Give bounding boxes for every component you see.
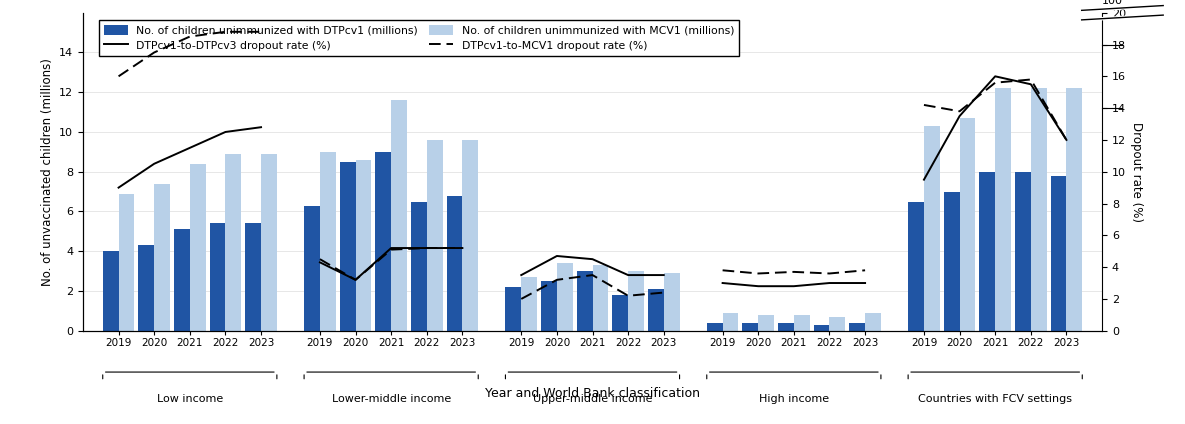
Bar	[391, 100, 406, 331]
Bar	[1066, 88, 1082, 331]
Bar	[506, 287, 521, 331]
Text: Lower-middle income: Lower-middle income	[332, 394, 450, 404]
Bar	[865, 313, 880, 331]
Text: Countries with FCV settings: Countries with FCV settings	[918, 394, 1072, 404]
Text: Upper-middle income: Upper-middle income	[533, 394, 652, 404]
Bar	[174, 229, 190, 331]
Bar	[979, 172, 995, 331]
Bar	[814, 325, 829, 331]
Bar	[960, 118, 975, 331]
Y-axis label: Dropout rate (%): Dropout rate (%)	[1129, 122, 1142, 222]
Bar	[427, 140, 443, 331]
Bar	[139, 245, 154, 331]
Text: Low income: Low income	[156, 394, 223, 404]
Bar	[794, 315, 809, 331]
Bar	[190, 164, 206, 331]
Bar	[320, 152, 335, 331]
Bar	[779, 323, 794, 331]
Bar	[723, 313, 738, 331]
Bar	[557, 263, 572, 331]
Bar	[154, 184, 169, 331]
Bar	[245, 223, 261, 331]
Bar	[103, 251, 119, 331]
Legend: No. of children unimmunized with DTPcv1 (millions), DTPcv1-to-DTPcv3 dropout rat: No. of children unimmunized with DTPcv1 …	[98, 20, 739, 56]
Bar	[356, 160, 371, 331]
Bar	[664, 273, 679, 331]
Bar	[542, 281, 557, 331]
Bar	[447, 195, 462, 331]
X-axis label: Year and World Bank classification: Year and World Bank classification	[485, 387, 700, 399]
Bar	[943, 192, 960, 331]
Bar	[462, 140, 479, 331]
Bar	[592, 265, 608, 331]
Bar	[613, 295, 628, 331]
Bar	[210, 223, 225, 331]
Bar	[648, 289, 664, 331]
Bar	[1016, 172, 1031, 331]
Bar	[758, 315, 774, 331]
Bar	[118, 194, 134, 331]
Bar	[340, 162, 356, 331]
Bar	[521, 277, 537, 331]
Bar	[850, 323, 865, 331]
Y-axis label: No. of unvaccinated children (millions): No. of unvaccinated children (millions)	[40, 58, 53, 286]
Bar	[411, 201, 427, 331]
Bar	[577, 271, 592, 331]
Bar	[1031, 88, 1046, 331]
Bar	[628, 271, 643, 331]
Text: High income: High income	[758, 394, 829, 404]
Bar	[706, 323, 723, 331]
Text: 100: 100	[1102, 0, 1123, 6]
Bar	[908, 201, 924, 331]
Bar	[830, 317, 845, 331]
Bar	[1051, 176, 1066, 331]
Bar	[305, 206, 320, 331]
Bar	[742, 323, 758, 331]
Bar	[261, 154, 277, 331]
Bar	[225, 154, 242, 331]
Bar	[924, 126, 940, 331]
Bar	[376, 152, 391, 331]
Bar	[995, 88, 1011, 331]
